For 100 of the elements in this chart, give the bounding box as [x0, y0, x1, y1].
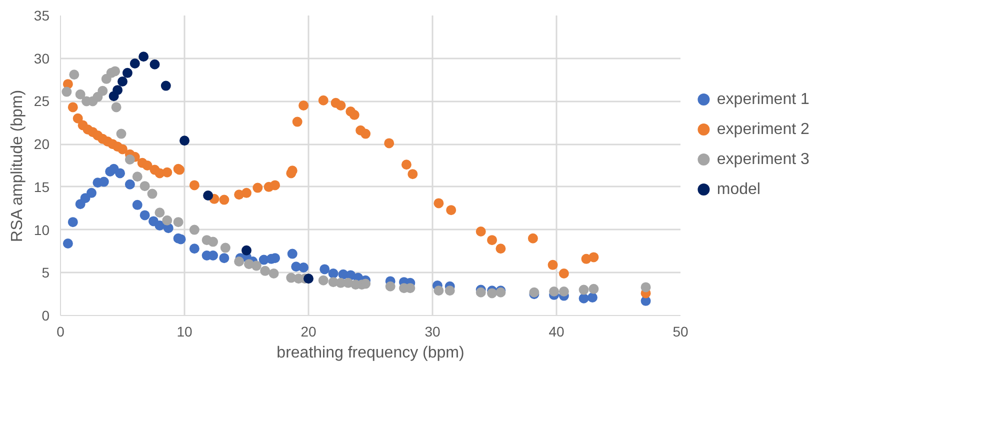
- point: [287, 248, 298, 259]
- point: [116, 128, 126, 139]
- point: [208, 236, 218, 247]
- point: [219, 253, 230, 264]
- x-tick-label: 50: [672, 324, 688, 340]
- point: [588, 252, 599, 262]
- point: [62, 238, 73, 248]
- point: [298, 262, 309, 272]
- point: [160, 80, 171, 91]
- point: [203, 190, 214, 200]
- point: [112, 85, 123, 96]
- point: [328, 268, 338, 278]
- point: [487, 288, 498, 298]
- point: [154, 220, 165, 230]
- point: [476, 287, 486, 298]
- point: [147, 188, 158, 199]
- point: [242, 245, 252, 256]
- point: [401, 160, 412, 170]
- point: [69, 70, 80, 80]
- point: [189, 180, 200, 190]
- point: [558, 286, 569, 296]
- x-tick-label: 0: [56, 324, 65, 340]
- point: [68, 217, 78, 228]
- y-tick-label: 20: [34, 136, 50, 152]
- x-tick-label: 10: [176, 324, 192, 340]
- point: [154, 208, 165, 218]
- point: [98, 86, 108, 96]
- point: [68, 102, 78, 112]
- point: [318, 95, 328, 106]
- y-tick-label: 25: [34, 93, 50, 110]
- point: [118, 144, 128, 154]
- y-tick-label: 10: [34, 222, 50, 238]
- legend-label: experiment 2: [716, 121, 810, 138]
- point: [320, 264, 330, 274]
- point: [587, 292, 598, 302]
- point: [115, 168, 126, 178]
- legend-label: model: [716, 181, 760, 198]
- y-tick-label: 35: [34, 8, 50, 24]
- x-tick-label: 30: [424, 324, 440, 340]
- x-tick-label: 20: [300, 324, 316, 340]
- point: [385, 281, 396, 292]
- point: [260, 266, 270, 276]
- point: [292, 116, 302, 127]
- point: [220, 242, 230, 253]
- point: [549, 286, 560, 296]
- point: [496, 244, 506, 254]
- point: [98, 176, 109, 187]
- point: [360, 128, 371, 139]
- point: [487, 235, 498, 246]
- point: [132, 172, 142, 182]
- point: [234, 256, 244, 266]
- point: [140, 210, 150, 220]
- point: [251, 260, 262, 271]
- x-axis-title: breathing frequency (bpm): [276, 344, 464, 362]
- y-tick-label: 5: [42, 264, 50, 281]
- y-tick-label: 30: [34, 50, 50, 66]
- point: [142, 160, 152, 170]
- point: [75, 89, 86, 100]
- point: [132, 200, 142, 210]
- point: [252, 182, 263, 193]
- point: [476, 226, 486, 236]
- point: [548, 260, 558, 270]
- point: [180, 136, 190, 146]
- point: [80, 193, 90, 204]
- point: [219, 194, 230, 205]
- point: [189, 224, 200, 235]
- point: [558, 268, 569, 278]
- point: [130, 58, 140, 68]
- y-tick-label: 15: [34, 178, 50, 195]
- point: [444, 286, 455, 296]
- point: [162, 215, 172, 226]
- point: [298, 100, 309, 110]
- point: [528, 233, 538, 244]
- point: [86, 188, 96, 198]
- point: [140, 181, 150, 192]
- point: [162, 167, 172, 178]
- point: [242, 188, 252, 198]
- point: [124, 179, 135, 190]
- point: [304, 274, 314, 284]
- y-tick-label: 0: [42, 308, 50, 324]
- point: [640, 282, 651, 292]
- point: [150, 59, 160, 70]
- point: [189, 244, 200, 254]
- point: [318, 275, 328, 286]
- point: [110, 66, 120, 76]
- point: [349, 110, 360, 120]
- point: [336, 100, 346, 110]
- point: [72, 113, 83, 124]
- point: [287, 166, 298, 176]
- x-tick-label: 40: [548, 324, 564, 340]
- point: [408, 169, 418, 180]
- point: [578, 284, 589, 295]
- legend-label: experiment 1: [716, 91, 810, 108]
- point: [384, 138, 394, 148]
- point: [270, 180, 280, 190]
- point: [173, 217, 184, 228]
- point: [434, 286, 444, 296]
- point: [446, 205, 456, 216]
- point: [124, 154, 135, 164]
- point: [208, 250, 218, 260]
